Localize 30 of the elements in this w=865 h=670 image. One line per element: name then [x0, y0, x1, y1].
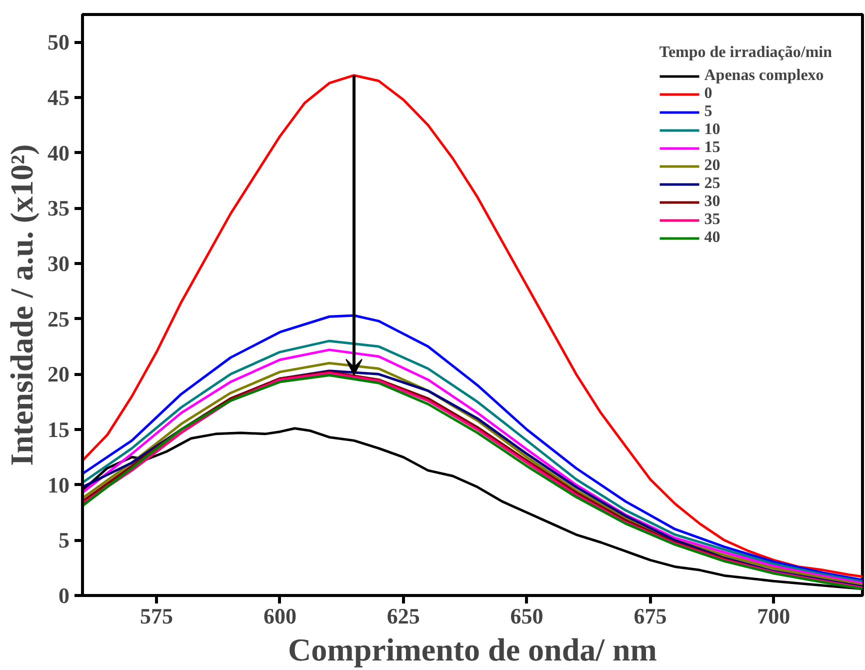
y-tick-label: 10	[48, 472, 70, 498]
y-tick-label: 5	[58, 528, 70, 553]
legend-label: 40	[704, 229, 722, 247]
x-tick-label: 625	[386, 604, 420, 628]
x-tick-label: 575	[140, 604, 174, 628]
legend-label: 10	[704, 121, 722, 139]
y-tick-label: 30	[48, 251, 70, 276]
x-tick-label: 675	[634, 604, 667, 628]
y-tick-label: 35	[48, 196, 70, 221]
legend-label: 20	[704, 157, 722, 175]
legend-label: 25	[704, 175, 722, 193]
legend-label: 15	[704, 139, 722, 157]
legend-label: 30	[704, 193, 722, 211]
legend-label: 35	[704, 211, 722, 229]
y-tick-label: 50	[48, 30, 70, 55]
legend-label: 0	[704, 85, 714, 103]
y-tick-label: 20	[48, 362, 70, 387]
y-axis-title: Intensidade / a.u. (x10²)	[4, 144, 40, 466]
y-tick-label: 0	[58, 583, 70, 608]
x-tick-label: 650	[510, 604, 544, 628]
y-tick-label: 40	[48, 140, 70, 166]
legend-label: 5	[704, 103, 714, 121]
y-tick-label: 45	[48, 85, 70, 110]
x-axis-title: Comprimento de onda/ nm	[288, 632, 658, 668]
x-tick-label: 700	[757, 604, 790, 628]
legend-title: Tempo de irradiação/min	[659, 44, 832, 62]
x-tick-label: 600	[263, 604, 296, 628]
y-tick-label: 15	[48, 417, 70, 442]
legend-label: Apenas complexo	[704, 67, 824, 85]
y-tick-label: 25	[48, 306, 70, 332]
